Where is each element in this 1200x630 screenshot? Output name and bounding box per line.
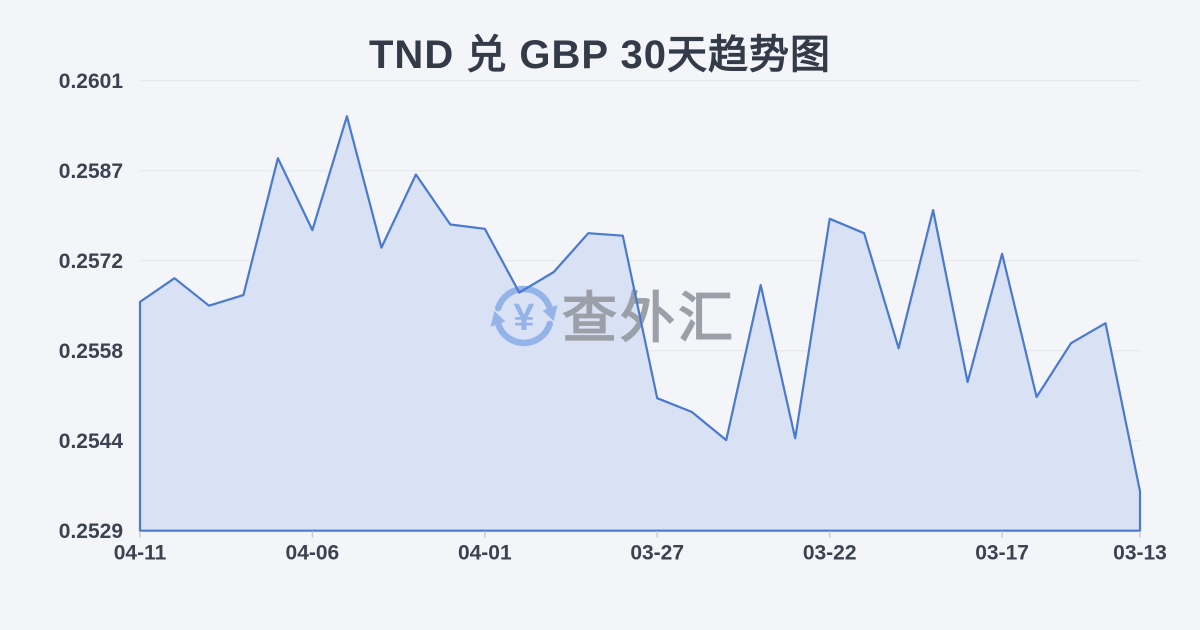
x-tick-label: 03-17 <box>975 542 1029 565</box>
area-fill <box>140 116 1140 531</box>
trend-line <box>138 115 1142 532</box>
currency-exchange-icon: ¥ <box>490 285 558 347</box>
y-tick-label: 0.2601 <box>59 70 124 93</box>
x-tick-label: 04-01 <box>458 542 512 565</box>
y-tick-label: 0.2544 <box>59 430 124 453</box>
y-tick-label: 0.2572 <box>59 250 123 273</box>
x-tick-label: 03-22 <box>803 542 857 565</box>
y-tick-label: 0.2558 <box>59 340 124 363</box>
y-tick-label: 0.2587 <box>59 160 123 183</box>
x-axis-labels: 04-11 04-06 04-01 03-27 03-22 03-17 03-13 <box>114 542 1167 565</box>
watermark-text: 查外汇 <box>562 287 736 349</box>
y-axis-labels: 0.2601 0.2587 0.2572 0.2558 0.2544 0.2529 <box>59 70 124 543</box>
yen-icon: ¥ <box>513 297 534 339</box>
x-tick-label: 04-11 <box>114 542 167 565</box>
x-tick-label: 03-13 <box>1113 542 1167 565</box>
x-tick-label: 03-27 <box>630 542 684 565</box>
watermark: ¥ 查外汇 <box>490 285 736 349</box>
x-axis-ticks <box>139 531 1141 538</box>
x-tick-label: 04-06 <box>286 542 340 565</box>
chart-title: TND 兑 GBP 30天趋势图 <box>369 33 831 77</box>
y-tick-label: 0.2529 <box>59 520 123 543</box>
